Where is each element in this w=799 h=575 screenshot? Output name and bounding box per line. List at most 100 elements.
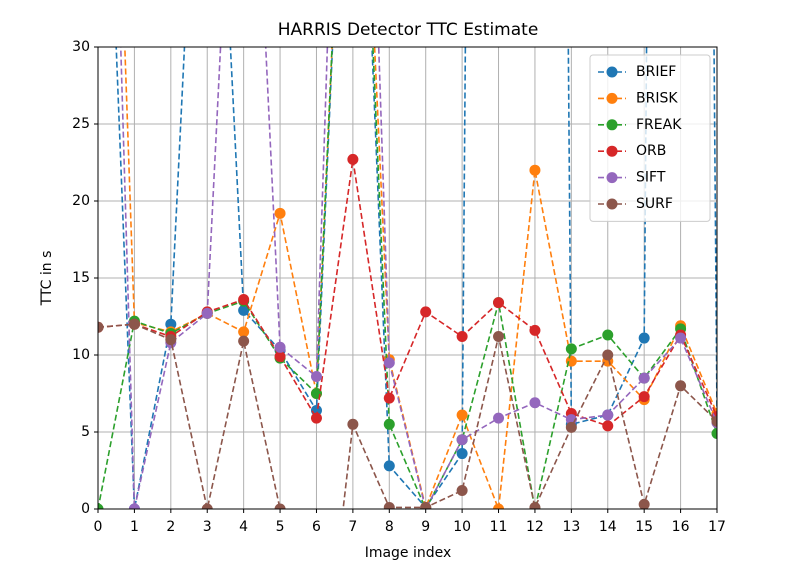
legend-marker bbox=[606, 66, 618, 78]
x-tick-label: 8 bbox=[385, 519, 394, 535]
data-point bbox=[383, 392, 395, 404]
y-tick-label: 30 bbox=[72, 39, 90, 55]
x-axis-label: Image index bbox=[365, 545, 452, 561]
data-point bbox=[98, 503, 104, 509]
data-point bbox=[165, 318, 177, 330]
data-point bbox=[128, 318, 140, 330]
data-point bbox=[565, 343, 577, 355]
legend-box bbox=[589, 54, 711, 222]
y-tick-label: 5 bbox=[81, 424, 90, 440]
x-tick-label: 17 bbox=[708, 519, 726, 535]
data-point bbox=[456, 409, 468, 421]
data-point bbox=[602, 329, 614, 341]
data-point bbox=[98, 321, 104, 333]
data-point bbox=[165, 334, 177, 346]
data-point bbox=[529, 397, 541, 409]
data-point bbox=[383, 460, 395, 472]
legend-label: FREAK bbox=[636, 117, 682, 133]
data-point bbox=[675, 332, 687, 344]
data-point bbox=[238, 335, 250, 347]
data-point bbox=[128, 503, 140, 509]
data-point bbox=[238, 326, 250, 338]
plot-area bbox=[98, 47, 717, 509]
x-tick-label: 13 bbox=[562, 519, 580, 535]
data-point bbox=[383, 418, 395, 430]
y-tick-label: 15 bbox=[72, 270, 90, 286]
y-tick-label: 25 bbox=[72, 116, 90, 132]
data-point bbox=[638, 332, 650, 344]
data-point bbox=[201, 307, 213, 319]
data-point bbox=[711, 415, 717, 427]
legend-label: BRISK bbox=[636, 90, 678, 106]
data-point bbox=[310, 412, 322, 424]
legend-marker bbox=[606, 172, 618, 184]
data-point bbox=[529, 164, 541, 176]
data-point bbox=[602, 349, 614, 361]
y-tick-label: 20 bbox=[72, 193, 90, 209]
data-point bbox=[493, 297, 505, 309]
data-point bbox=[493, 331, 505, 343]
data-point bbox=[347, 153, 359, 165]
x-tick-label: 16 bbox=[672, 519, 690, 535]
legend: BRIEF BRISK FREAK ORB SIFT SURF bbox=[589, 54, 711, 222]
x-tick-label: 10 bbox=[453, 519, 471, 535]
series-line bbox=[98, 159, 717, 427]
x-tick-label: 5 bbox=[276, 519, 285, 535]
data-point bbox=[274, 207, 286, 219]
y-axis-label: TTC in s bbox=[39, 251, 55, 307]
series-line bbox=[119, 47, 717, 509]
data-point bbox=[456, 485, 468, 497]
data-point bbox=[347, 418, 359, 430]
data-point bbox=[456, 434, 468, 446]
series-line bbox=[98, 323, 717, 509]
x-tick-label: 15 bbox=[635, 519, 653, 535]
x-tick-label: 12 bbox=[526, 519, 544, 535]
chart-title: HARRIS Detector TTC Estimate bbox=[278, 20, 539, 40]
data-point bbox=[493, 503, 505, 509]
legend-marker bbox=[606, 198, 618, 210]
x-tick-label: 14 bbox=[599, 519, 617, 535]
data-point bbox=[638, 498, 650, 509]
x-tick-label: 2 bbox=[166, 519, 175, 535]
data-point bbox=[456, 331, 468, 343]
x-tick-label: 11 bbox=[490, 519, 508, 535]
x-tick-label: 7 bbox=[348, 519, 357, 535]
data-point bbox=[274, 341, 286, 353]
legend-label: BRIEF bbox=[636, 64, 676, 80]
data-point bbox=[711, 428, 717, 440]
data-point bbox=[274, 503, 286, 509]
data-point bbox=[565, 421, 577, 433]
legend-marker bbox=[606, 119, 618, 131]
data-point bbox=[310, 371, 322, 383]
series-line bbox=[115, 47, 717, 509]
data-point bbox=[238, 304, 250, 316]
data-point bbox=[238, 294, 250, 306]
y-tick-label: 10 bbox=[72, 347, 90, 363]
x-tick-label: 3 bbox=[203, 519, 212, 535]
plot-frame bbox=[97, 46, 718, 510]
data-point bbox=[201, 503, 213, 509]
data-point bbox=[493, 412, 505, 424]
x-tick-label: 6 bbox=[312, 519, 321, 535]
data-point bbox=[383, 357, 395, 369]
x-tick-label: 0 bbox=[94, 519, 103, 535]
data-point bbox=[456, 448, 468, 460]
data-point bbox=[638, 372, 650, 384]
x-tick-label: 1 bbox=[130, 519, 139, 535]
data-point bbox=[529, 324, 541, 336]
data-point bbox=[602, 420, 614, 432]
x-tick-label: 4 bbox=[239, 519, 248, 535]
data-point bbox=[420, 306, 432, 318]
data-point bbox=[274, 351, 286, 363]
legend-marker bbox=[606, 145, 618, 157]
data-point bbox=[675, 380, 687, 392]
data-point bbox=[383, 501, 395, 509]
data-point bbox=[602, 409, 614, 421]
legend-label: SIFT bbox=[636, 170, 666, 186]
x-tick-label: 9 bbox=[421, 519, 430, 535]
data-point bbox=[420, 501, 432, 509]
y-tick-label: 0 bbox=[81, 501, 90, 517]
data-point bbox=[638, 391, 650, 403]
legend-marker bbox=[606, 92, 618, 104]
legend-label: ORB bbox=[636, 143, 666, 159]
